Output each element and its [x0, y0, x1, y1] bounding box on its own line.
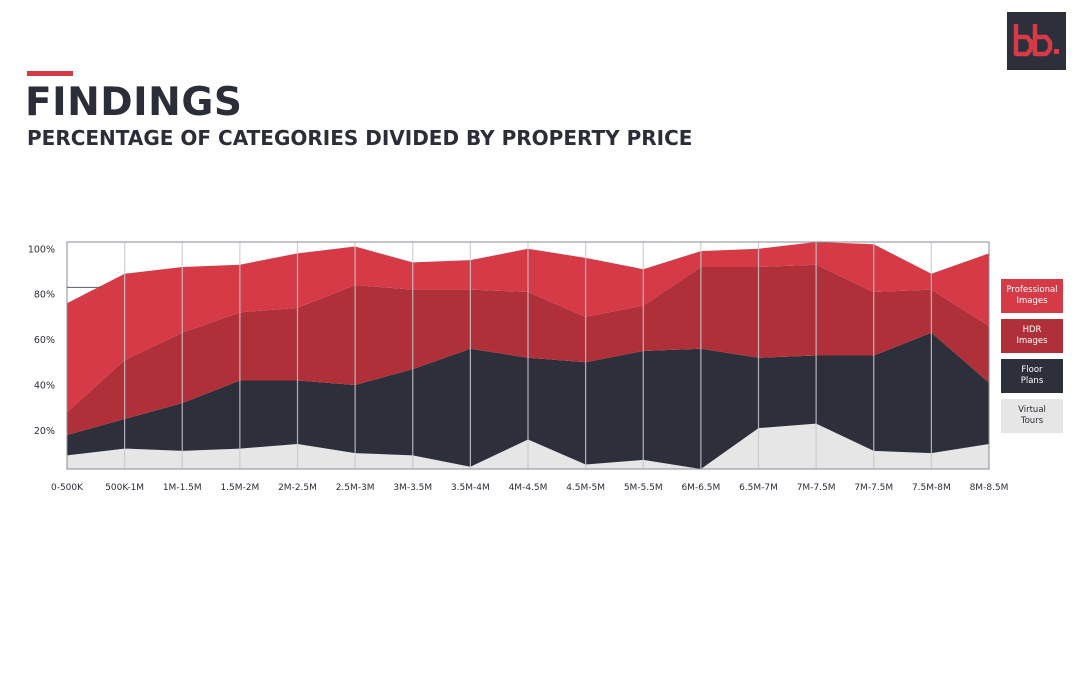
page-subtitle: PERCENTAGE OF CATEGORIES DIVIDED BY PROP…	[27, 126, 693, 150]
page-title: FINDINGS	[25, 80, 243, 125]
x-tick-label: 3M-3.5M	[393, 483, 432, 493]
x-tick-label: 6.5M-7M	[739, 483, 778, 493]
x-tick-label: 7.5M-8M	[912, 483, 951, 493]
legend-item-professional-images: Professional Images	[1001, 279, 1063, 313]
legend-label: HDR Images	[1016, 325, 1048, 346]
x-tick-label: 4.5M-5M	[566, 483, 605, 493]
legend-item-floor-plans: Floor Plans	[1001, 359, 1063, 393]
y-tick-label: 80%	[34, 290, 55, 301]
legend-label: Professional Images	[1006, 285, 1058, 306]
x-tick-label: 7M-7.5M	[797, 483, 836, 493]
y-tick-label: 100%	[28, 244, 55, 255]
legend-label: Floor Plans	[1020, 365, 1044, 386]
x-tick-label: 500K-1M	[105, 483, 144, 493]
y-tick-label: 60%	[34, 335, 55, 346]
x-tick-label: 4M-4.5M	[509, 483, 548, 493]
title-accent-bar	[27, 71, 73, 76]
legend-item-virtual-tours: Virtual Tours	[1001, 399, 1063, 433]
logo-bb-icon	[1013, 24, 1059, 57]
x-tick-label: 6M-6.5M	[681, 483, 720, 493]
x-tick-label: 7M-7.5M	[854, 483, 893, 493]
x-tick-label: 2M-2.5M	[278, 483, 317, 493]
x-tick-label: 1.5M-2M	[220, 483, 259, 493]
x-tick-label: 2.5M-3M	[336, 483, 375, 493]
x-tick-label: 3.5M-4M	[451, 483, 490, 493]
x-tick-label: 8M-8.5M	[970, 483, 1009, 493]
legend-item-hdr-images: HDR Images	[1001, 319, 1063, 353]
legend-label: Virtual Tours	[1018, 405, 1046, 426]
plot-frame	[66, 241, 990, 470]
x-tick-label: 1M-1.5M	[163, 483, 202, 493]
y-tick-label: 40%	[34, 381, 55, 392]
brand-logo	[1007, 12, 1066, 70]
y-tick-label: 20%	[34, 426, 55, 437]
x-tick-label: 5M-5.5M	[624, 483, 663, 493]
x-tick-label: 0-500K	[51, 483, 84, 493]
